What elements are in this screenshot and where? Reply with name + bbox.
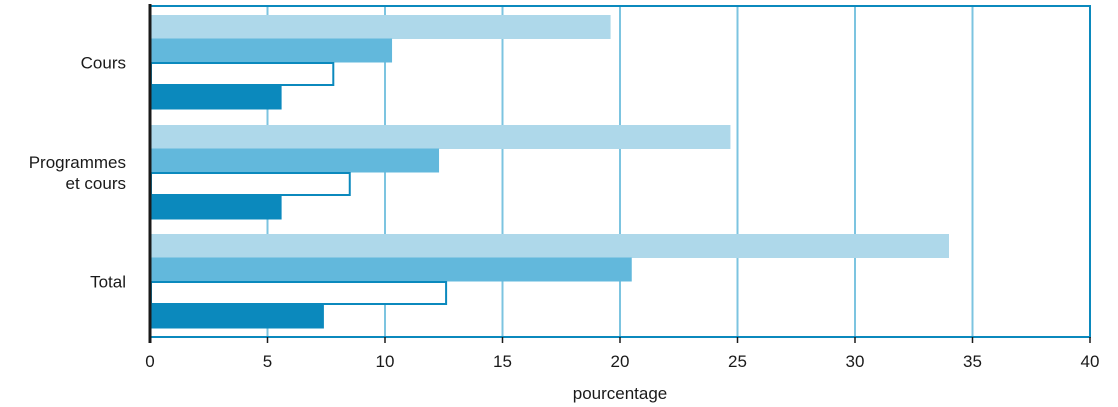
x-tick-label: 15 (493, 352, 512, 371)
bar-series-4-programmes-et-cours (150, 195, 282, 220)
x-tick-label: 10 (376, 352, 395, 371)
bar-series-4-cours (150, 85, 282, 110)
bar-series-1-total (150, 234, 949, 258)
x-tick-label: 20 (611, 352, 630, 371)
x-tick-label: 25 (728, 352, 747, 371)
category-label: et cours (66, 174, 126, 193)
bar-series-1-cours (150, 15, 611, 39)
bar-series-2-cours (150, 38, 393, 63)
bar-series-4-total (150, 304, 324, 329)
bar-series-3-cours (150, 62, 335, 86)
bar-series-2-total (150, 257, 632, 282)
bars (150, 15, 949, 329)
x-tick-label: 5 (263, 352, 272, 371)
x-axis-ticks: 0 5 10 15 20 25 30 35 40 (145, 337, 1099, 371)
bar-series-3-total (150, 281, 448, 305)
bar-series-3-programmes-et-cours (150, 172, 351, 196)
category-label: Cours (81, 53, 126, 72)
y-axis-category-labels: Cours Programmes et cours Total (29, 53, 126, 291)
bar-series-1-programmes-et-cours (150, 125, 731, 149)
category-label: Programmes (29, 153, 126, 172)
x-tick-label: 30 (846, 352, 865, 371)
x-axis-title: pourcentage (573, 384, 668, 403)
bar-series-2-programmes-et-cours (150, 148, 440, 173)
x-tick-label: 0 (145, 352, 154, 371)
x-tick-label: 40 (1081, 352, 1100, 371)
category-label: Total (90, 272, 126, 291)
x-tick-label: 35 (963, 352, 982, 371)
